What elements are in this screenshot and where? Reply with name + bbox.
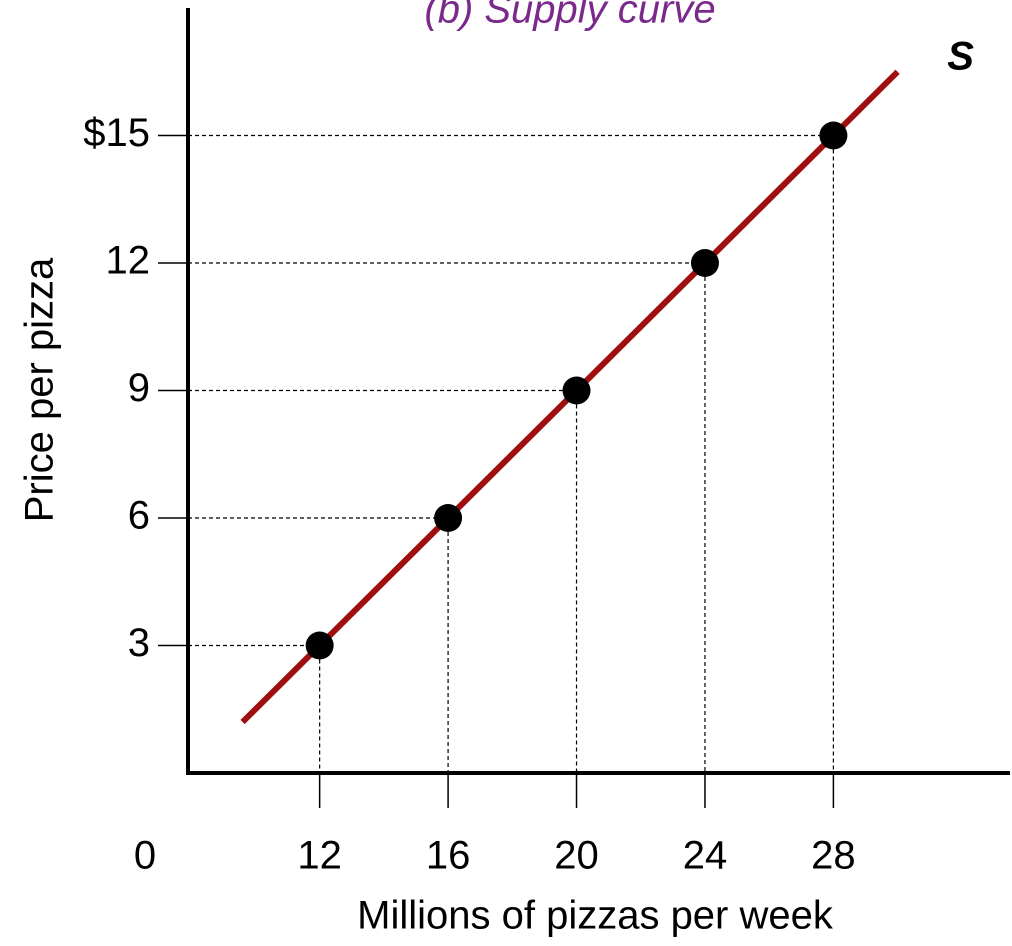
series-label: S <box>947 34 974 78</box>
chart-title: (b) Supply curve <box>424 0 715 32</box>
origin-label: 0 <box>134 834 156 878</box>
y-tick-label: $15 <box>83 111 150 155</box>
x-tick-label: 20 <box>554 834 599 878</box>
x-tick-label: 24 <box>683 834 728 878</box>
y-tick-label: 6 <box>128 494 150 538</box>
x-tick-label: 16 <box>426 834 471 878</box>
data-point <box>434 504 463 532</box>
data-point <box>305 631 334 660</box>
data-point <box>819 121 848 150</box>
x-axis-label: Millions of pizzas per week <box>357 894 834 938</box>
y-tick-label: 3 <box>128 621 150 665</box>
data-point <box>690 249 719 277</box>
y-tick-label: 9 <box>128 366 150 410</box>
x-tick-label: 12 <box>297 834 342 878</box>
x-tick-label: 28 <box>811 834 856 878</box>
data-point <box>562 376 591 405</box>
y-tick-label: 12 <box>106 239 151 283</box>
y-axis-label: Price per pizza <box>18 257 62 522</box>
